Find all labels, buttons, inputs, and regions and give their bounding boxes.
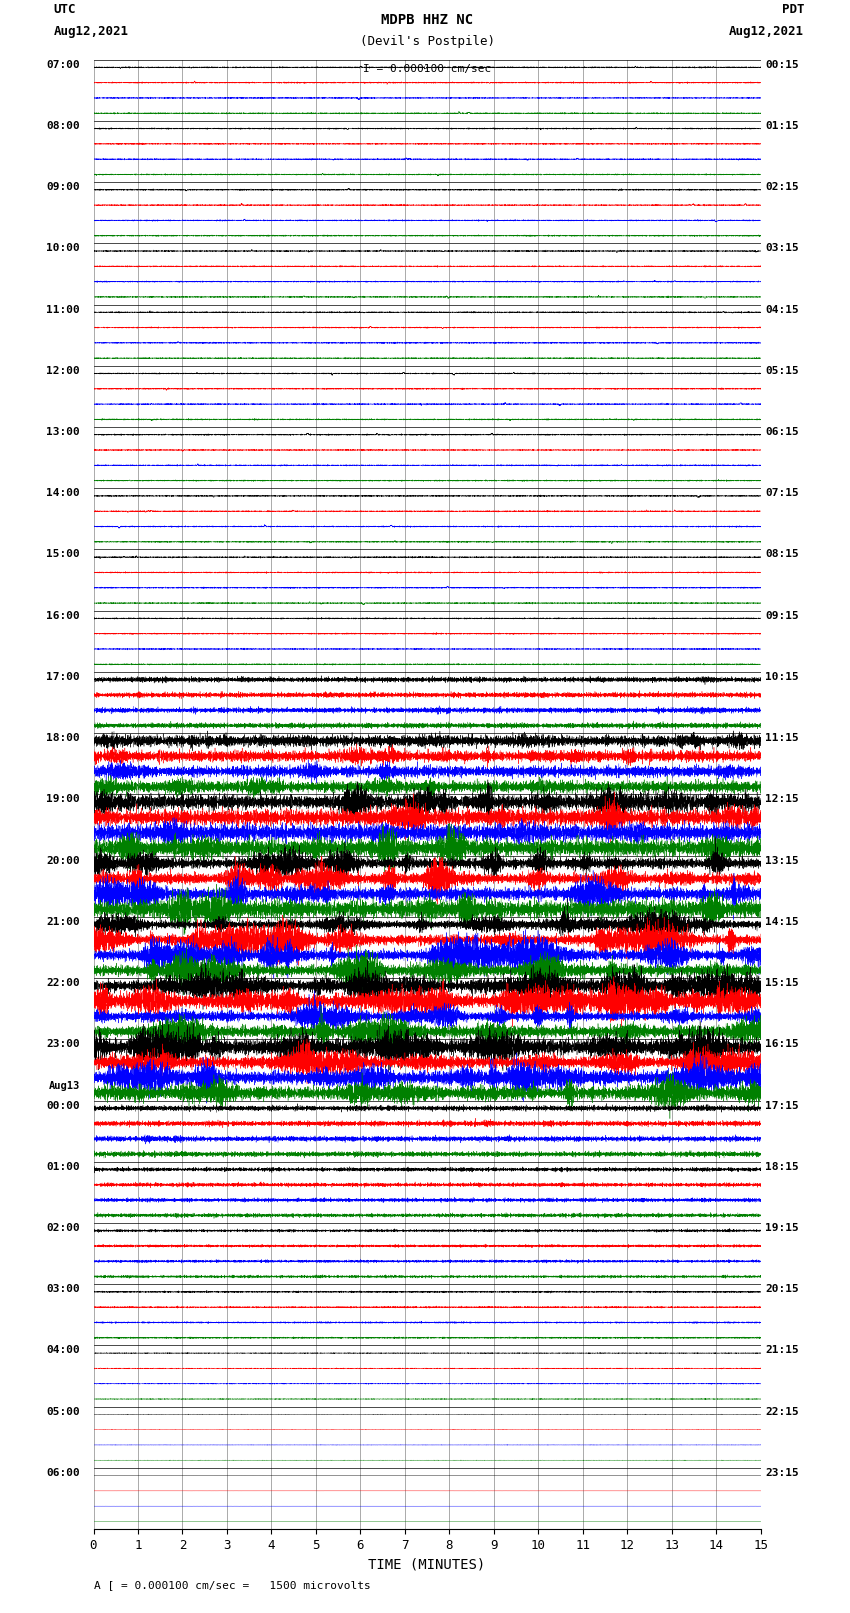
Text: 01:00: 01:00: [47, 1161, 80, 1171]
Text: 20:15: 20:15: [765, 1284, 799, 1294]
Text: 07:15: 07:15: [765, 489, 799, 498]
Text: (Devil's Postpile): (Devil's Postpile): [360, 35, 495, 48]
Text: 08:00: 08:00: [47, 121, 80, 131]
Text: 13:15: 13:15: [765, 855, 799, 866]
Text: I = 0.000100 cm/sec: I = 0.000100 cm/sec: [363, 65, 491, 74]
Text: 18:15: 18:15: [765, 1161, 799, 1171]
X-axis label: TIME (MINUTES): TIME (MINUTES): [369, 1558, 485, 1571]
Text: 06:00: 06:00: [47, 1468, 80, 1478]
Text: 17:00: 17:00: [47, 673, 80, 682]
Text: 13:00: 13:00: [47, 427, 80, 437]
Text: 09:15: 09:15: [765, 611, 799, 621]
Text: 17:15: 17:15: [765, 1100, 799, 1110]
Text: Aug12,2021: Aug12,2021: [729, 24, 804, 37]
Text: 10:00: 10:00: [47, 244, 80, 253]
Text: 10:15: 10:15: [765, 673, 799, 682]
Text: 21:15: 21:15: [765, 1345, 799, 1355]
Text: 14:15: 14:15: [765, 916, 799, 927]
Text: 00:15: 00:15: [765, 60, 799, 69]
Text: 02:00: 02:00: [47, 1223, 80, 1232]
Text: 19:15: 19:15: [765, 1223, 799, 1232]
Text: 11:15: 11:15: [765, 734, 799, 744]
Text: Aug13: Aug13: [49, 1081, 80, 1092]
Text: 12:15: 12:15: [765, 794, 799, 805]
Text: 16:00: 16:00: [47, 611, 80, 621]
Text: 04:15: 04:15: [765, 305, 799, 315]
Text: 19:00: 19:00: [47, 794, 80, 805]
Text: 22:00: 22:00: [47, 977, 80, 989]
Text: 16:15: 16:15: [765, 1039, 799, 1050]
Text: 09:00: 09:00: [47, 182, 80, 192]
Text: 03:15: 03:15: [765, 244, 799, 253]
Text: 08:15: 08:15: [765, 550, 799, 560]
Text: 15:15: 15:15: [765, 977, 799, 989]
Text: 11:00: 11:00: [47, 305, 80, 315]
Text: UTC: UTC: [54, 3, 76, 16]
Text: 00:00: 00:00: [47, 1100, 80, 1110]
Text: 05:15: 05:15: [765, 366, 799, 376]
Text: 02:15: 02:15: [765, 182, 799, 192]
Text: 23:15: 23:15: [765, 1468, 799, 1478]
Text: 03:00: 03:00: [47, 1284, 80, 1294]
Text: 14:00: 14:00: [47, 489, 80, 498]
Text: 22:15: 22:15: [765, 1407, 799, 1416]
Text: 20:00: 20:00: [47, 855, 80, 866]
Text: Aug12,2021: Aug12,2021: [54, 24, 128, 37]
Text: 04:00: 04:00: [47, 1345, 80, 1355]
Text: 01:15: 01:15: [765, 121, 799, 131]
Text: PDT: PDT: [782, 3, 804, 16]
Text: MDPB HHZ NC: MDPB HHZ NC: [381, 13, 473, 27]
Text: 23:00: 23:00: [47, 1039, 80, 1050]
Text: 05:00: 05:00: [47, 1407, 80, 1416]
Text: 15:00: 15:00: [47, 550, 80, 560]
Text: 18:00: 18:00: [47, 734, 80, 744]
Text: 07:00: 07:00: [47, 60, 80, 69]
Text: 06:15: 06:15: [765, 427, 799, 437]
Text: 12:00: 12:00: [47, 366, 80, 376]
Text: 21:00: 21:00: [47, 916, 80, 927]
Text: A [ = 0.000100 cm/sec =   1500 microvolts: A [ = 0.000100 cm/sec = 1500 microvolts: [94, 1581, 371, 1590]
